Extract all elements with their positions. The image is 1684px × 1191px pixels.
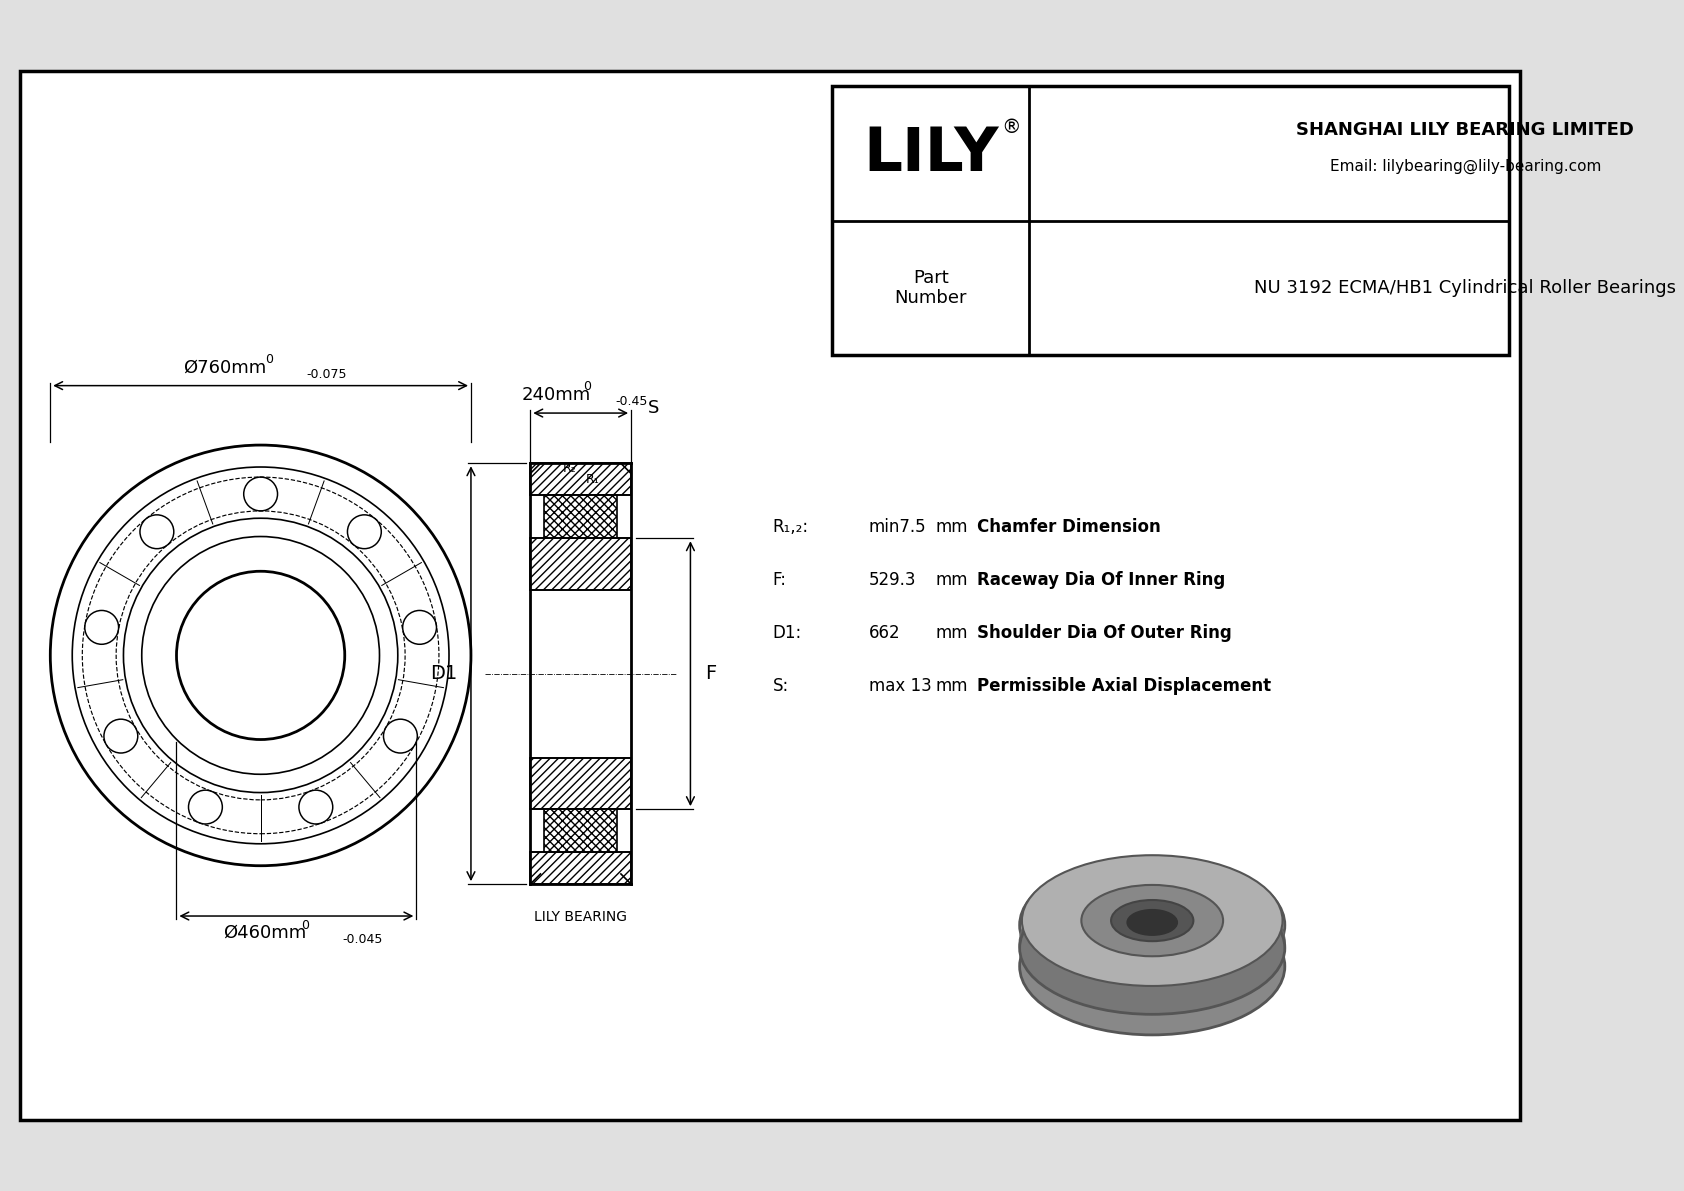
Text: min7.5: min7.5 bbox=[869, 518, 926, 536]
Polygon shape bbox=[544, 495, 616, 538]
Text: Ø460mm: Ø460mm bbox=[224, 924, 306, 942]
Text: 240mm: 240mm bbox=[522, 386, 591, 404]
Polygon shape bbox=[530, 852, 632, 884]
Text: -0.075: -0.075 bbox=[306, 368, 347, 381]
Text: F:: F: bbox=[773, 572, 786, 590]
Text: LILY BEARING: LILY BEARING bbox=[534, 910, 626, 923]
Text: R₁: R₁ bbox=[586, 473, 600, 486]
Text: Raceway Dia Of Inner Ring: Raceway Dia Of Inner Ring bbox=[977, 572, 1224, 590]
Text: mm: mm bbox=[936, 572, 968, 590]
Text: 0: 0 bbox=[301, 919, 308, 933]
Bar bbox=[832, 86, 1509, 355]
Text: Email: lilybearing@lily-bearing.com: Email: lilybearing@lily-bearing.com bbox=[1330, 160, 1601, 174]
Text: Part
Number: Part Number bbox=[894, 269, 967, 307]
Text: LILY: LILY bbox=[864, 125, 999, 185]
Text: 0: 0 bbox=[583, 380, 591, 393]
Text: F: F bbox=[706, 665, 716, 684]
Polygon shape bbox=[530, 757, 632, 809]
Text: 529.3: 529.3 bbox=[869, 572, 916, 590]
Text: 0: 0 bbox=[264, 353, 273, 366]
Text: D1:: D1: bbox=[773, 624, 802, 642]
Text: -0.045: -0.045 bbox=[342, 934, 382, 946]
Polygon shape bbox=[530, 538, 632, 590]
Ellipse shape bbox=[1019, 856, 1285, 993]
Ellipse shape bbox=[1110, 908, 1194, 952]
Text: Permissible Axial Displacement: Permissible Axial Displacement bbox=[977, 678, 1271, 696]
Polygon shape bbox=[530, 463, 632, 495]
Text: Chamfer Dimension: Chamfer Dimension bbox=[977, 518, 1160, 536]
Ellipse shape bbox=[1111, 900, 1194, 941]
Text: Ø760mm: Ø760mm bbox=[184, 358, 266, 376]
Text: Shoulder Dia Of Outer Ring: Shoulder Dia Of Outer Ring bbox=[977, 624, 1231, 642]
Text: SHANGHAI LILY BEARING LIMITED: SHANGHAI LILY BEARING LIMITED bbox=[1297, 121, 1635, 139]
Text: mm: mm bbox=[936, 624, 968, 642]
Text: max 13: max 13 bbox=[869, 678, 931, 696]
Text: R₂: R₂ bbox=[562, 462, 576, 475]
Ellipse shape bbox=[1108, 903, 1196, 948]
Ellipse shape bbox=[1022, 855, 1283, 986]
Text: S:: S: bbox=[773, 678, 790, 696]
Ellipse shape bbox=[1019, 898, 1285, 1035]
Text: -0.45: -0.45 bbox=[615, 395, 648, 409]
Text: ®: ® bbox=[1002, 118, 1021, 137]
Polygon shape bbox=[544, 809, 616, 852]
Text: NU 3192 ECMA/HB1 Cylindrical Roller Bearings: NU 3192 ECMA/HB1 Cylindrical Roller Bear… bbox=[1255, 279, 1677, 297]
Text: R₁,₂:: R₁,₂: bbox=[773, 518, 808, 536]
Text: 662: 662 bbox=[869, 624, 901, 642]
Text: mm: mm bbox=[936, 678, 968, 696]
Text: mm: mm bbox=[936, 518, 968, 536]
Ellipse shape bbox=[1081, 885, 1223, 956]
Text: D1: D1 bbox=[429, 665, 456, 684]
Text: S: S bbox=[647, 399, 658, 418]
Ellipse shape bbox=[1127, 910, 1177, 935]
Ellipse shape bbox=[1019, 881, 1285, 1015]
